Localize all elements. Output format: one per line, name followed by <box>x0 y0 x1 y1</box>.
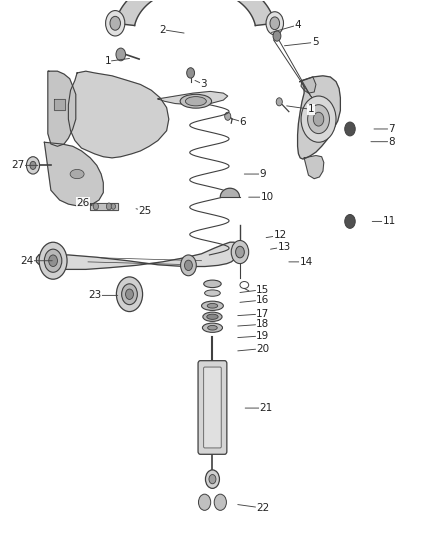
Ellipse shape <box>180 94 212 108</box>
Circle shape <box>184 260 192 271</box>
Polygon shape <box>36 242 237 269</box>
Ellipse shape <box>207 314 218 319</box>
Circle shape <box>111 204 116 209</box>
Circle shape <box>106 11 125 36</box>
Text: 14: 14 <box>289 257 313 267</box>
Circle shape <box>236 246 244 258</box>
Ellipse shape <box>202 323 223 333</box>
Polygon shape <box>158 92 228 104</box>
FancyBboxPatch shape <box>198 361 227 454</box>
Circle shape <box>209 474 216 484</box>
Text: 9: 9 <box>244 169 266 179</box>
Text: 11: 11 <box>372 216 396 227</box>
Circle shape <box>26 157 39 174</box>
Circle shape <box>214 494 226 511</box>
Text: 27: 27 <box>11 160 38 171</box>
Circle shape <box>93 203 99 210</box>
Text: 21: 21 <box>245 403 273 413</box>
Text: 19: 19 <box>238 331 269 341</box>
Text: 16: 16 <box>240 295 269 305</box>
Circle shape <box>307 104 329 134</box>
Polygon shape <box>48 71 76 147</box>
Text: 1: 1 <box>287 104 314 114</box>
Text: 6: 6 <box>231 117 246 127</box>
Text: 4: 4 <box>272 20 301 33</box>
Circle shape <box>116 48 126 61</box>
Circle shape <box>106 203 112 210</box>
Text: 8: 8 <box>371 136 395 147</box>
Ellipse shape <box>207 303 218 308</box>
Circle shape <box>273 31 281 41</box>
Polygon shape <box>90 203 118 210</box>
Ellipse shape <box>185 96 206 106</box>
Polygon shape <box>297 76 340 159</box>
Text: 24: 24 <box>20 256 52 266</box>
Circle shape <box>205 470 219 488</box>
Text: 5: 5 <box>285 37 318 47</box>
Circle shape <box>39 242 67 279</box>
Circle shape <box>180 255 196 276</box>
Text: 20: 20 <box>238 344 269 353</box>
Text: 3: 3 <box>195 79 207 90</box>
Text: 10: 10 <box>249 192 274 202</box>
Circle shape <box>187 68 194 78</box>
Ellipse shape <box>204 280 221 288</box>
Circle shape <box>231 240 249 264</box>
Ellipse shape <box>205 290 220 296</box>
Circle shape <box>301 96 336 142</box>
Circle shape <box>276 98 283 106</box>
Polygon shape <box>301 77 316 93</box>
Circle shape <box>345 214 355 228</box>
Text: 17: 17 <box>238 309 269 319</box>
Text: 23: 23 <box>88 290 118 301</box>
Circle shape <box>126 289 134 300</box>
Text: 2: 2 <box>159 25 184 35</box>
Circle shape <box>30 161 36 169</box>
Text: 7: 7 <box>374 124 395 134</box>
Text: 18: 18 <box>238 319 269 329</box>
Polygon shape <box>304 156 324 179</box>
Circle shape <box>225 112 231 120</box>
Circle shape <box>270 17 279 30</box>
Polygon shape <box>44 142 103 206</box>
Text: 12: 12 <box>266 230 287 240</box>
Polygon shape <box>68 71 169 158</box>
Text: 22: 22 <box>238 503 269 513</box>
Circle shape <box>44 249 62 272</box>
Circle shape <box>110 17 120 30</box>
Text: 26: 26 <box>76 198 92 208</box>
Ellipse shape <box>208 326 217 330</box>
Circle shape <box>122 284 138 305</box>
FancyBboxPatch shape <box>204 367 221 448</box>
Polygon shape <box>115 0 275 26</box>
Polygon shape <box>54 99 65 110</box>
Circle shape <box>266 12 283 35</box>
Text: 15: 15 <box>240 285 269 295</box>
Text: 25: 25 <box>136 206 152 216</box>
Circle shape <box>198 494 211 511</box>
Circle shape <box>345 122 355 136</box>
Circle shape <box>49 255 57 266</box>
Ellipse shape <box>70 169 84 179</box>
Circle shape <box>117 277 143 312</box>
Circle shape <box>313 112 324 126</box>
Text: 1: 1 <box>104 56 130 67</box>
Ellipse shape <box>203 312 222 321</box>
Text: 13: 13 <box>271 242 291 252</box>
Ellipse shape <box>201 301 223 310</box>
Polygon shape <box>220 188 240 197</box>
